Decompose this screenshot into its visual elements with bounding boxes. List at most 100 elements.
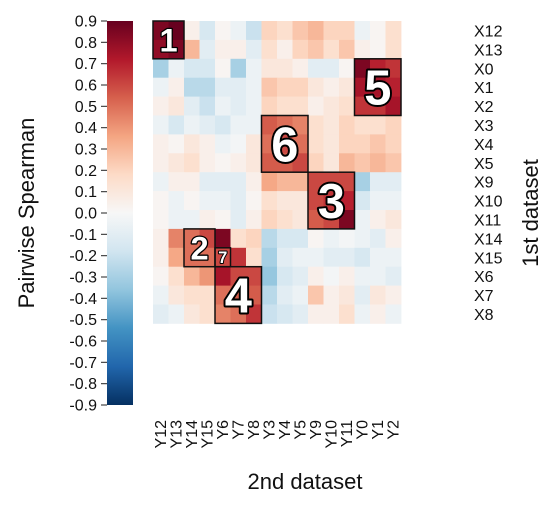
colorbar-tick-label: -0.5 — [69, 312, 97, 329]
heatmap-cell — [230, 285, 247, 305]
y-tick-label: X8 — [474, 307, 494, 324]
heatmap-cell — [153, 172, 169, 192]
heatmap-cell — [370, 210, 386, 230]
heatmap-cell — [199, 191, 216, 211]
heatmap-cell — [277, 153, 293, 173]
heatmap-cell — [153, 247, 169, 268]
y-tick-label: X12 — [474, 24, 503, 41]
heatmap-cell — [199, 115, 216, 135]
y-axis-title: 1st dataset — [518, 159, 543, 267]
heatmap-cell — [261, 228, 278, 249]
cluster-box — [307, 171, 356, 230]
y-tick-label: X11 — [474, 212, 501, 229]
x-axis-title: 2nd dataset — [248, 469, 363, 494]
heatmap-cell — [339, 172, 355, 192]
heatmap-cell — [339, 153, 355, 173]
heatmap-cell — [153, 96, 169, 116]
heatmap-cell — [385, 77, 402, 97]
heatmap-cell — [230, 115, 247, 135]
heatmap-cell — [277, 247, 293, 268]
heatmap-cell — [308, 153, 324, 173]
heatmap-cell — [168, 304, 185, 324]
heatmap-cell — [153, 210, 169, 230]
heatmap-cell — [339, 96, 355, 116]
heatmap-cell — [184, 115, 200, 135]
heatmap-cell — [385, 153, 402, 173]
heatmap-cell — [370, 115, 386, 135]
heatmap-cell — [261, 39, 278, 60]
heatmap-cell — [354, 96, 371, 116]
heatmap-cell — [339, 77, 355, 97]
y-tick-label: X9 — [474, 175, 494, 192]
heatmap-cell — [153, 191, 169, 211]
heatmap-cell — [339, 21, 355, 41]
heatmap-cell — [354, 172, 371, 192]
heatmap-cell — [277, 304, 293, 324]
y-tick-label: X3 — [474, 118, 494, 135]
heatmap-cell — [215, 115, 231, 135]
heatmap-cell — [292, 285, 309, 305]
heatmap-cell — [277, 96, 293, 116]
heatmap-cell — [261, 285, 278, 305]
heatmap-cell — [308, 228, 324, 249]
heatmap-cell — [277, 228, 293, 249]
heatmap-cell — [168, 172, 185, 192]
heatmap-cell — [168, 247, 185, 268]
heatmap-cell — [230, 134, 247, 154]
heatmap-cell — [184, 134, 200, 154]
x-tick-label: Y13 — [168, 420, 185, 449]
heatmap-cell — [215, 285, 231, 305]
heatmap-cell — [230, 39, 247, 60]
colorbar-tick-label: -0.9 — [69, 398, 97, 415]
heatmap-cell — [308, 77, 324, 97]
x-tick-label: Y0 — [354, 420, 371, 440]
colorbar-tick-label: -0.6 — [69, 334, 97, 351]
heatmap-cell — [246, 247, 262, 268]
heatmap-cell — [261, 153, 278, 173]
heatmap-cell — [261, 77, 278, 97]
heatmap-cell — [354, 304, 371, 324]
colorbar-tick-label: 0.2 — [75, 163, 97, 180]
heatmap-cell — [323, 172, 340, 192]
heatmap-cell — [339, 304, 355, 324]
colorbar-tick-label: 0.1 — [75, 184, 97, 201]
heatmap-cell — [385, 191, 402, 211]
heatmap-cell — [168, 115, 185, 135]
heatmap-cell — [261, 134, 278, 154]
x-tick-label: Y2 — [385, 420, 402, 440]
cluster-label: 1 — [159, 22, 177, 59]
heatmap-cell — [184, 39, 200, 60]
x-tick-label: Y3 — [261, 420, 278, 440]
y-tick-label: X0 — [474, 61, 494, 78]
heatmap-cell — [215, 77, 231, 97]
x-tick-label: Y11 — [339, 420, 356, 447]
heatmap-cell — [370, 134, 386, 154]
heatmap-cell — [370, 304, 386, 324]
heatmap-cell — [184, 96, 200, 116]
heatmap-cell — [354, 134, 371, 154]
heatmap-cell — [339, 39, 355, 60]
heatmap-cell — [354, 210, 371, 230]
heatmap-cell — [277, 77, 293, 97]
heatmap-cell — [261, 210, 278, 230]
heatmap-cell — [199, 285, 216, 305]
heatmap-cell — [199, 21, 216, 41]
heatmap-cell — [292, 228, 309, 249]
heatmap-cell — [184, 153, 200, 173]
y-tick-label: X6 — [474, 269, 494, 286]
heatmap-cell — [261, 58, 278, 79]
heatmap-cell — [153, 77, 169, 97]
heatmap-cell — [370, 172, 386, 192]
heatmap-cell — [370, 77, 386, 97]
heatmap-cell — [168, 228, 185, 249]
y-tick-label: X5 — [474, 156, 494, 173]
colorbar-tick-label: -0.7 — [69, 355, 97, 372]
heatmap-cell — [215, 58, 231, 79]
y-tick-label: X1 — [474, 80, 494, 97]
heatmap-cell — [292, 21, 309, 41]
colorbar-tick-label: 0.5 — [75, 99, 97, 116]
heatmap-cell — [370, 247, 386, 268]
cluster-box — [214, 265, 263, 325]
